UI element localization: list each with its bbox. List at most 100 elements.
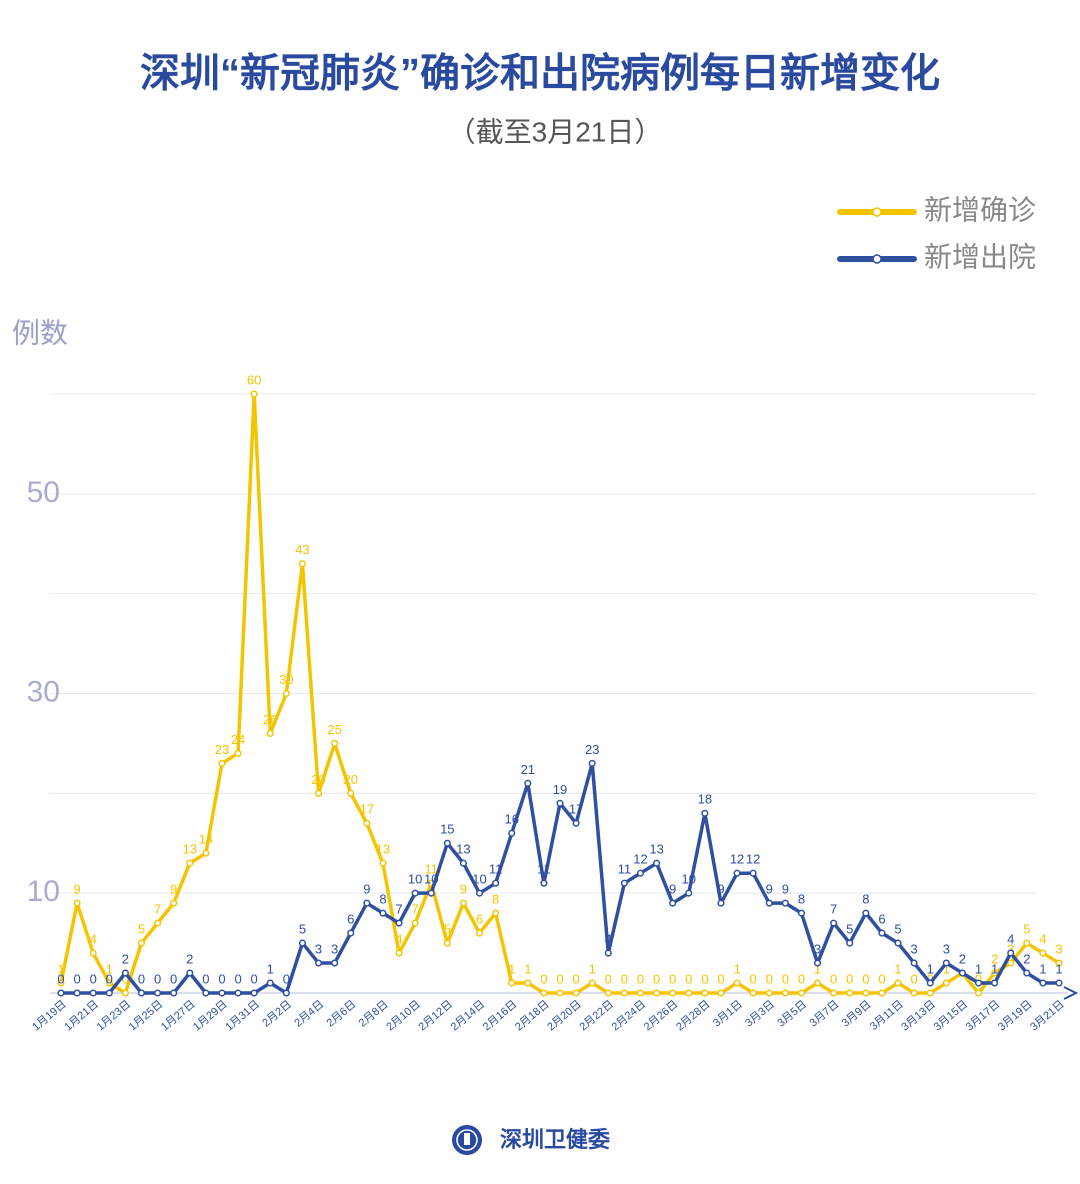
data-point xyxy=(717,989,725,997)
data-label: 3 xyxy=(1055,941,1062,956)
data-point xyxy=(492,879,500,887)
data-label: 3 xyxy=(315,941,322,956)
data-label: 1 xyxy=(1039,961,1046,976)
data-point xyxy=(830,919,838,927)
data-point xyxy=(459,899,467,907)
chart-title: 深圳“新冠肺炎”确诊和出院病例每日新增变化 xyxy=(140,52,940,96)
data-label: 3 xyxy=(331,941,338,956)
data-point xyxy=(733,869,741,877)
data-label: 1 xyxy=(814,961,821,976)
data-point xyxy=(1007,959,1015,967)
data-label: 43 xyxy=(295,542,309,557)
data-label: 0 xyxy=(701,971,708,986)
x-tick-label: 2月10日 xyxy=(384,998,423,1033)
data-label: 2 xyxy=(186,951,193,966)
data-label: 5 xyxy=(444,922,451,937)
data-label: 12 xyxy=(730,852,744,867)
x-tick-label: 3月3日 xyxy=(743,998,777,1029)
data-point xyxy=(121,969,129,977)
data-label: 1 xyxy=(894,961,901,976)
data-point xyxy=(862,989,870,997)
data-label: 5 xyxy=(299,922,306,937)
data-label: 11 xyxy=(489,862,503,877)
data-label: 15 xyxy=(440,822,454,837)
data-point xyxy=(653,859,661,867)
x-tick-label: 2月26日 xyxy=(642,998,681,1033)
data-point xyxy=(701,989,709,997)
x-tick-label: 2月6日 xyxy=(325,998,359,1029)
data-label: 0 xyxy=(669,971,676,986)
data-point xyxy=(89,949,97,957)
data-label: 1 xyxy=(991,961,998,976)
y-tick-label: 30 xyxy=(27,675,60,708)
data-label: 1 xyxy=(524,961,531,976)
data-label: 12 xyxy=(633,852,647,867)
data-point xyxy=(427,889,435,897)
data-label: 4 xyxy=(90,932,97,947)
data-point xyxy=(411,919,419,927)
data-point xyxy=(347,929,355,937)
data-label: 4 xyxy=(1039,932,1046,947)
data-point xyxy=(379,909,387,917)
data-point xyxy=(1023,969,1031,977)
data-label: 21 xyxy=(521,762,535,777)
data-point xyxy=(894,979,902,987)
data-point xyxy=(797,909,806,917)
data-label: 0 xyxy=(621,971,628,986)
data-label: 0 xyxy=(234,971,241,986)
data-label: 0 xyxy=(830,971,837,986)
x-tick-label: 3月5日 xyxy=(775,998,809,1029)
data-label: 0 xyxy=(106,971,113,986)
data-point xyxy=(363,819,371,827)
data-label: 1 xyxy=(1055,961,1062,976)
data-label: 2 xyxy=(959,951,966,966)
x-tick-label: 1月31日 xyxy=(223,998,262,1033)
data-point xyxy=(137,989,146,997)
data-label: 0 xyxy=(218,971,225,986)
data-point xyxy=(395,949,403,957)
data-point xyxy=(298,560,307,568)
data-label: 6 xyxy=(878,912,885,927)
data-point xyxy=(250,390,258,398)
data-point xyxy=(813,959,822,967)
data-label: 3 xyxy=(1007,941,1014,956)
data-point xyxy=(749,869,757,877)
data-label: 13 xyxy=(649,842,663,857)
data-label: 0 xyxy=(750,971,757,986)
data-label: 0 xyxy=(138,971,145,986)
x-tick-label: 2月22日 xyxy=(577,998,616,1033)
axis-arrow xyxy=(1063,986,1079,1000)
data-label: 0 xyxy=(798,971,805,986)
data-point xyxy=(331,739,339,747)
data-point xyxy=(1039,949,1047,957)
data-point xyxy=(170,989,178,997)
data-label: 0 xyxy=(251,971,258,986)
data-point xyxy=(717,899,725,907)
data-point xyxy=(862,909,870,917)
data-point xyxy=(395,919,403,927)
data-label: 8 xyxy=(379,892,386,907)
data-label: 1 xyxy=(975,961,982,976)
data-point xyxy=(749,989,757,997)
data-label: 0 xyxy=(73,971,80,986)
data-point xyxy=(942,959,950,967)
data-label: 4 xyxy=(395,932,402,947)
data-point xyxy=(991,979,999,987)
x-tick-label: 3月1日 xyxy=(711,998,745,1029)
x-tick-label: 3月19日 xyxy=(996,998,1035,1033)
data-label: 1 xyxy=(267,961,274,976)
data-point xyxy=(524,979,532,987)
data-point xyxy=(57,989,65,997)
data-label: 11 xyxy=(537,862,551,877)
data-point xyxy=(653,989,661,997)
data-label: 0 xyxy=(283,971,290,986)
data-label: 0 xyxy=(605,971,612,986)
data-point xyxy=(894,939,902,947)
data-point xyxy=(830,989,838,997)
data-label: 3 xyxy=(943,941,950,956)
data-point xyxy=(475,889,484,897)
data-label: 1 xyxy=(57,961,64,976)
data-point xyxy=(137,939,146,947)
x-tick-label: 2月16日 xyxy=(481,998,520,1033)
